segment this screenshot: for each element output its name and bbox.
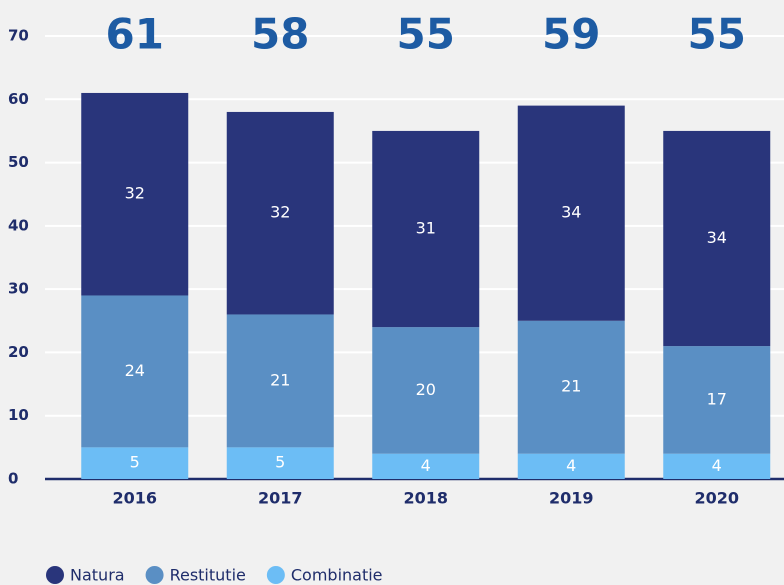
bar-segment (81, 92, 189, 296)
data-label: 34 (561, 203, 581, 222)
bar-segment (663, 130, 771, 347)
total-label: 59 (542, 10, 600, 59)
legend-swatch (266, 566, 285, 584)
bar-segment (663, 346, 771, 454)
x-tick-label: 2017 (258, 489, 303, 508)
y-tick-label: 10 (8, 406, 29, 424)
y-tick-label: 30 (8, 280, 29, 298)
data-label: 24 (125, 361, 145, 380)
bar-segment (517, 453, 625, 479)
data-label: 5 (130, 453, 140, 472)
total-label: 55 (688, 10, 746, 59)
data-label: 5 (275, 453, 285, 472)
data-label: 20 (416, 380, 436, 399)
x-tick-label: 2019 (549, 489, 594, 508)
x-tick-label: 2016 (112, 489, 157, 508)
y-tick-label: 20 (8, 343, 29, 361)
bar-segment (226, 314, 334, 448)
bar-segment (663, 453, 771, 479)
data-label: 31 (416, 219, 436, 238)
legend-label: Combinatie (291, 566, 383, 585)
data-label: 21 (270, 370, 290, 389)
bar-segment (226, 111, 334, 315)
y-tick-label: 0 (8, 470, 18, 488)
bar-segment (226, 447, 334, 479)
y-tick-label: 40 (8, 216, 29, 234)
data-label: 4 (566, 456, 576, 475)
bar-segment (517, 105, 625, 321)
data-label: 4 (421, 456, 431, 475)
legend-swatch (145, 566, 164, 584)
y-tick-label: 50 (8, 153, 29, 171)
y-tick-label: 60 (8, 90, 29, 108)
total-label: 61 (106, 10, 164, 59)
bar-segment (517, 320, 625, 454)
x-tick-label: 2020 (694, 489, 739, 508)
data-label: 4 (712, 456, 722, 475)
total-label: 55 (397, 10, 455, 59)
bar-segment (81, 295, 189, 448)
legend-label: Natura (70, 566, 125, 585)
data-label: 17 (707, 389, 727, 408)
data-label: 34 (707, 228, 727, 247)
data-label: 21 (561, 377, 581, 396)
data-label: 32 (125, 184, 145, 203)
bar-segment (372, 453, 480, 479)
legend-swatch (46, 566, 64, 584)
bar-segment (372, 327, 480, 454)
y-tick-label: 70 (8, 27, 29, 45)
bar-segment (81, 447, 189, 479)
legend-label: Restitutie (170, 566, 246, 585)
x-tick-label: 2018 (403, 489, 448, 508)
bar-segment (372, 130, 480, 328)
total-label: 58 (251, 10, 309, 59)
data-label: 32 (270, 203, 290, 222)
